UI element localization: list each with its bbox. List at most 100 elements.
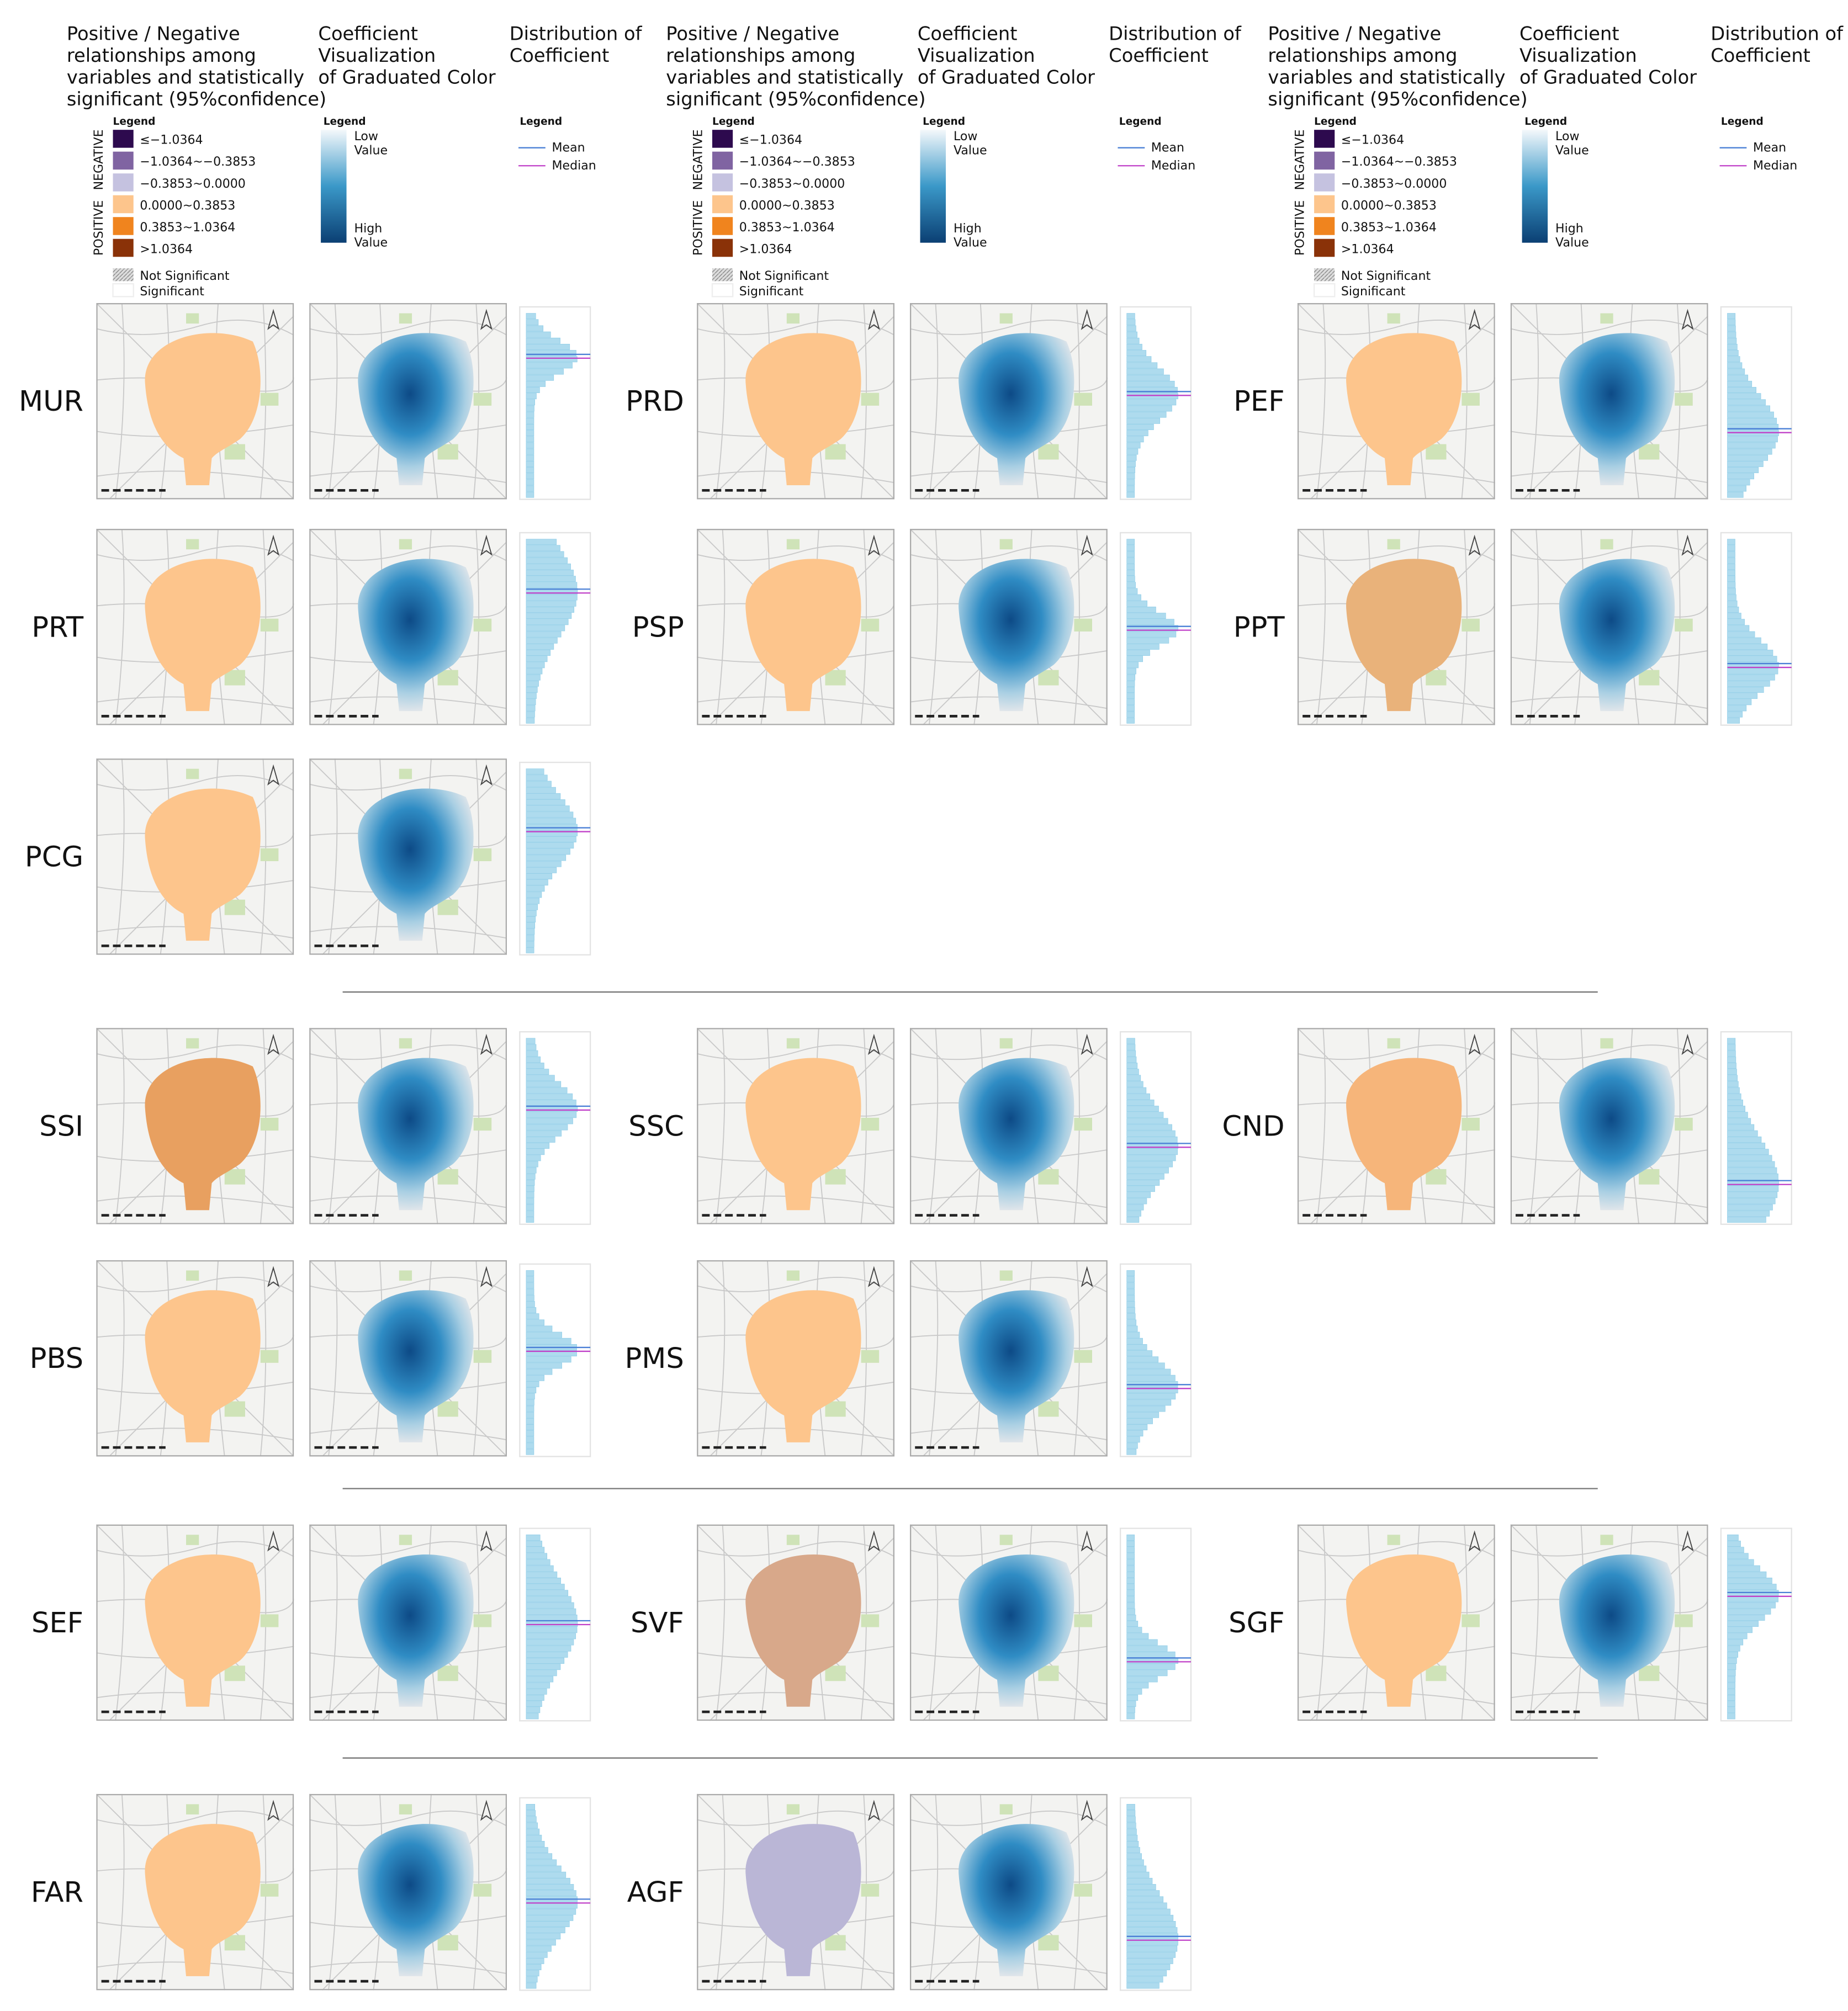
histogram — [519, 761, 591, 956]
histogram-bar — [1727, 491, 1744, 498]
variable-panel: PMS — [624, 1260, 1192, 1457]
legend-label: −1.0364~−0.3853 — [739, 155, 855, 169]
histogram-bar — [1126, 1859, 1144, 1866]
histogram-bar — [526, 1584, 565, 1590]
histogram-bar — [526, 1908, 576, 1915]
histogram-bar — [526, 1927, 565, 1934]
legend-label: Value — [354, 236, 388, 250]
histogram-bar — [1727, 319, 1736, 326]
histogram-bar — [1126, 387, 1178, 393]
histogram-bar — [1727, 631, 1755, 638]
legend-label: Low — [354, 130, 378, 144]
variable-label: FAR — [31, 1876, 83, 1909]
histogram-bar — [1727, 656, 1777, 662]
column-title: significant (95%confidence) — [1268, 88, 1527, 110]
legend-title: Legend — [1314, 116, 1357, 128]
histogram-bar — [526, 1834, 542, 1841]
histogram-bar — [526, 356, 578, 363]
histogram-bar — [1126, 399, 1177, 406]
histogram-bar — [1727, 557, 1735, 564]
histogram-bar — [1126, 588, 1138, 595]
histogram-bar — [526, 1405, 534, 1412]
histogram-bar — [1126, 1596, 1135, 1603]
legend-title: Legend — [923, 116, 965, 128]
histogram-bar — [1126, 662, 1139, 668]
histogram-bar — [526, 879, 548, 886]
histogram-bar — [1727, 674, 1775, 681]
histogram-bar — [526, 637, 558, 644]
histogram-bar — [526, 1155, 541, 1161]
histogram-bar — [1126, 1210, 1141, 1217]
histogram-bar — [526, 1430, 534, 1437]
histogram-bar — [1126, 1951, 1176, 1958]
histogram-bar — [526, 442, 534, 449]
histogram-bar — [1727, 1136, 1762, 1143]
histogram-bar — [1126, 1087, 1147, 1094]
histogram-bar — [526, 1688, 547, 1695]
legend-label: Low — [1555, 130, 1579, 144]
legend-title: Legend — [1721, 116, 1764, 128]
histogram-bar — [526, 613, 572, 619]
histogram-bar — [526, 1204, 534, 1211]
histogram-bar — [1727, 1216, 1766, 1223]
histogram-bar — [526, 1816, 537, 1823]
histogram-bar — [1727, 613, 1741, 619]
histogram-bar — [526, 781, 552, 787]
histogram-bar — [1126, 1216, 1140, 1223]
histogram-bar — [1126, 1553, 1135, 1559]
variable-panel: PEF — [1233, 303, 1792, 500]
histogram-bar — [526, 405, 534, 412]
histogram-bar — [1126, 1602, 1135, 1609]
histogram-bar — [1727, 687, 1764, 693]
histogram-bar — [1727, 1645, 1740, 1652]
histogram-bar — [526, 1884, 574, 1890]
histogram-bar — [526, 861, 562, 867]
column-title: Coefficient — [1109, 45, 1209, 66]
legend-label: ≤−1.0364 — [1341, 134, 1404, 147]
column-title: Coefficient — [510, 45, 610, 66]
histogram-bar — [1727, 411, 1774, 418]
histogram-bar — [1727, 337, 1737, 344]
histogram — [1119, 1031, 1192, 1225]
histogram-bar — [526, 460, 534, 467]
histogram-bar — [526, 313, 536, 320]
histogram-bar — [526, 941, 534, 947]
histogram-bar — [526, 1565, 554, 1572]
histogram-bar — [1126, 1399, 1172, 1406]
histogram-bar — [1727, 650, 1773, 656]
histogram-bar — [526, 1313, 539, 1320]
histogram-bar — [1126, 1331, 1140, 1338]
legend-label: ≤−1.0364 — [739, 134, 802, 147]
legend-label: Not Significant — [140, 269, 230, 283]
histogram-bar — [1126, 619, 1174, 625]
histogram-bar — [1126, 1707, 1135, 1713]
histogram-bar — [1126, 1118, 1168, 1124]
histogram — [1720, 306, 1792, 500]
variable-panel: MUR — [19, 303, 591, 500]
histogram-bar — [1126, 1375, 1175, 1381]
histogram-bar — [526, 1608, 576, 1615]
histogram-bar — [526, 411, 534, 418]
histogram-bar — [1126, 350, 1147, 357]
histogram-bar — [526, 625, 565, 632]
histogram-bar — [1126, 1276, 1135, 1283]
variable-label: CND — [1222, 1110, 1284, 1143]
histogram-bar — [1126, 1927, 1178, 1934]
histogram-bar — [1727, 551, 1735, 558]
histogram-bar — [526, 793, 561, 799]
legend-label: Mean — [552, 141, 585, 155]
histogram-bar — [526, 643, 554, 650]
histogram-bar — [1126, 1884, 1156, 1890]
histogram-bar — [526, 693, 537, 699]
histogram-bar — [526, 1093, 573, 1100]
histogram-bar — [1126, 1633, 1149, 1639]
histogram-bar — [1727, 619, 1745, 625]
histogram-bar — [526, 594, 578, 601]
histogram-bar — [526, 1112, 577, 1118]
histogram-bar — [1126, 1069, 1139, 1075]
column-title: relationships among — [666, 45, 855, 66]
legend-swatch — [1314, 217, 1335, 235]
histogram-bar — [1727, 1578, 1772, 1584]
histogram-bar — [526, 1050, 538, 1057]
